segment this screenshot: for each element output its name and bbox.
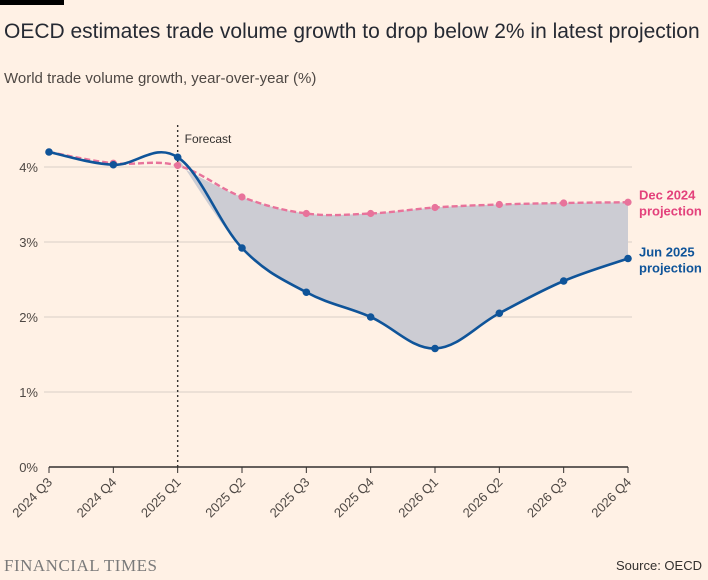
dec-2024-point [174,161,182,170]
y-tick-label: 0% [19,460,38,475]
y-tick-label: 3% [19,235,38,250]
jun-2025-point [495,309,504,318]
jun-2025-point [173,153,182,162]
x-tick-label: 2024 Q3 [9,475,55,521]
x-tick-label: 2026 Q1 [395,475,441,521]
x-tick-label: 2024 Q4 [74,475,120,521]
y-tick-label: 4% [19,160,38,175]
jun-2025-point [366,313,375,321]
y-tick-label: 2% [19,310,38,325]
legend-dec-2024: Dec 2024 [639,187,696,202]
x-tick-label: 2026 Q2 [460,475,506,521]
y-tick-label: 1% [19,385,38,400]
forecast-label: Forecast [185,132,232,146]
dec-2024-point [560,199,568,207]
x-tick-label: 2025 Q4 [331,475,377,521]
source-note: Source: OECD [616,558,702,573]
x-tick-label: 2026 Q3 [524,475,570,521]
dec-2024-point [495,200,503,209]
dec-2024-point [367,209,375,218]
legend-dec-2024-sub: projection [639,203,702,218]
x-tick-label: 2025 Q2 [202,475,248,521]
chart-title: OECD estimates trade volume growth to dr… [4,20,700,43]
chart-subtitle: World trade volume growth, year-over-yea… [4,70,317,87]
top-rule [0,0,64,5]
jun-2025-point [559,277,568,285]
ft-logo: FINANCIAL TIMES [4,556,158,575]
line-chart: 0% 1% 2% 3% 4% 2024 Q3 2024 Q4 2025 Q1 2025 Q2 20… [9,125,702,521]
series-line-jun-2025 [48,150,629,350]
jun-2025-point [238,244,246,252]
x-tick-label: 2025 Q1 [138,475,184,521]
series-line-dec-2024 [48,150,629,217]
jun-2025-point [302,288,311,297]
legend-jun-2025-sub: projection [639,261,702,276]
dec-2024-point [302,209,310,218]
dec-2024-point [431,203,439,212]
jun-2025-point [431,344,439,353]
x-tick-label: 2026 Q4 [588,475,634,521]
jun-2025-point [45,148,53,156]
x-tick-label: 2025 Q3 [267,475,313,521]
legend-jun-2025: Jun 2025 [639,245,695,260]
jun-2025-point [624,254,632,263]
dec-2024-point [624,198,632,206]
jun-2025-point [109,160,118,169]
dec-2024-point [238,193,246,201]
